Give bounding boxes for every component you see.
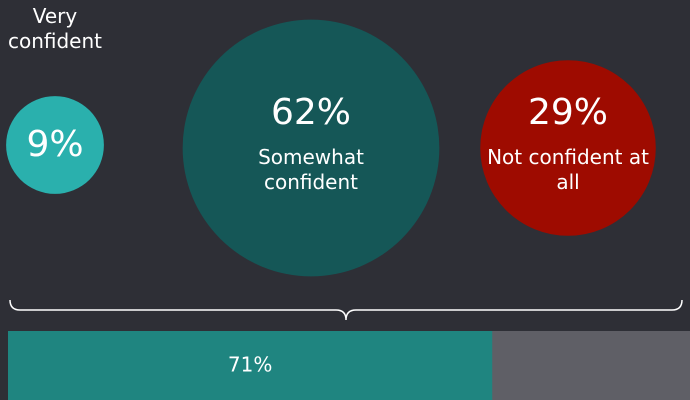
bar bbox=[8, 331, 493, 400]
value-label: 9% bbox=[26, 124, 84, 165]
category-label: Somewhat confident bbox=[258, 145, 364, 194]
category-label: Very confident bbox=[7, 4, 103, 53]
value-label: 29% bbox=[527, 92, 608, 133]
bubble bbox=[480, 60, 656, 236]
brace bbox=[9, 299, 683, 321]
bubble bbox=[6, 96, 104, 194]
category-label: Not confident at all bbox=[487, 145, 649, 194]
bubble bbox=[182, 19, 440, 277]
value-label: 62% bbox=[270, 92, 351, 133]
bar-value-label: 71% bbox=[228, 353, 272, 377]
